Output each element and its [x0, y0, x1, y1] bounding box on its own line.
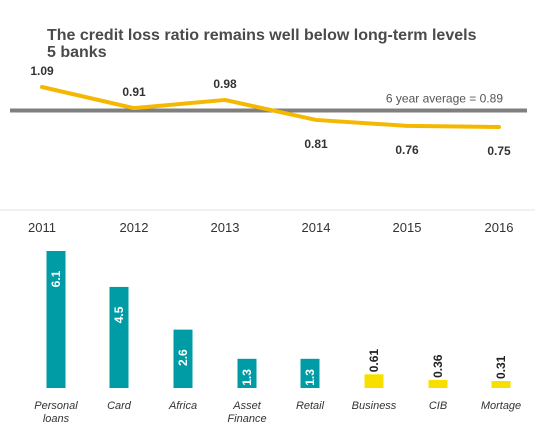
line-chart-layer: 6 year average = 0.89 1.09 0.91 0.98 0.81 0.7…	[10, 64, 527, 235]
bar	[491, 381, 511, 388]
bar	[109, 286, 129, 388]
bar-category-label: Mortage	[481, 400, 521, 412]
bar-value-label: 6.1	[49, 270, 63, 287]
bar	[300, 358, 320, 388]
year-tick-label: 2016	[485, 220, 514, 235]
bar-value-label: 1.3	[303, 369, 317, 386]
bar-category-label: CIB	[429, 400, 447, 412]
bar-value-label: 4.5	[112, 306, 126, 323]
average-reference-label: 6 year average = 0.89	[386, 92, 503, 106]
year-tick-label: 2015	[393, 220, 422, 235]
bar	[237, 358, 257, 388]
bar	[364, 374, 384, 388]
bar-value-label: 1.3	[240, 369, 254, 386]
line-value-label: 0.75	[487, 144, 511, 158]
year-tick-label: 2012	[120, 220, 149, 235]
bar-value-label: 0.31	[494, 355, 508, 379]
line-value-label: 0.76	[395, 143, 419, 157]
line-value-label: 0.98	[213, 77, 237, 91]
bar-category-label: Retail	[296, 400, 325, 412]
chart-subtitle: 5 banks	[47, 44, 107, 61]
bar-category-label: Business	[352, 400, 397, 412]
line-value-label: 0.91	[122, 85, 146, 99]
bar	[428, 379, 448, 388]
bar	[173, 329, 193, 388]
bar-value-label: 2.6	[176, 349, 190, 366]
year-tick-label: 2014	[302, 220, 331, 235]
year-tick-label: 2013	[211, 220, 240, 235]
bar-chart-layer: 6.1 4.5 2.6 1.3 1.3 0.61 0.36 0.31 Personal loans…	[34, 251, 521, 425]
year-tick-label: 2011	[28, 220, 56, 235]
bar-value-label: 0.61	[367, 349, 381, 373]
chart-title: The credit loss ratio remains well below…	[47, 27, 477, 44]
chart-title-block: The credit loss ratio remains well below…	[47, 27, 476, 61]
credit-loss-line	[40, 85, 501, 129]
bar-category-label: Card	[107, 400, 132, 412]
line-value-label: 0.81	[304, 137, 328, 151]
line-value-label: 1.09	[30, 64, 54, 78]
bar-value-label: 0.36	[431, 354, 445, 378]
bar-category-label: Personal loans	[34, 400, 78, 425]
bar-category-label: Asset Finance	[227, 400, 266, 425]
bar-category-label: Africa	[168, 400, 197, 412]
bar	[46, 251, 66, 388]
